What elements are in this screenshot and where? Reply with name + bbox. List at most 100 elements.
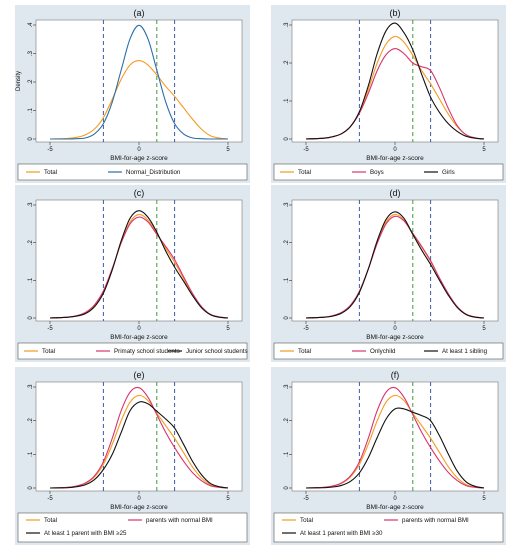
legend-label: Girls	[442, 169, 455, 176]
x-tick-label: -5	[303, 147, 309, 153]
legend-label: Normal_Distribution	[126, 169, 181, 176]
x-tick-label: 0	[137, 147, 141, 153]
legend-label: Primaty school students	[114, 348, 180, 355]
x-tick-label: 5	[226, 326, 230, 332]
y-tick-label: 0	[28, 316, 34, 320]
plot-area	[291, 19, 499, 143]
density-curve	[49, 401, 229, 489]
legend	[17, 512, 248, 543]
panel-title: (e)	[134, 370, 145, 380]
x-tick-label: 5	[482, 326, 486, 332]
y-tick-label: 0	[28, 486, 34, 490]
legend-label: parents with normal BMI	[146, 517, 213, 524]
density-curve	[49, 60, 229, 140]
y-tick-label: .2	[28, 79, 34, 85]
y-tick-label: .3	[28, 50, 34, 56]
x-tick-label: 5	[482, 147, 486, 153]
y-tick-label: .2	[284, 240, 290, 246]
x-tick-label: -5	[303, 326, 309, 332]
x-axis-label: BMI-for-age z-score	[366, 334, 424, 341]
density-curve	[305, 22, 485, 140]
x-tick-label: 0	[393, 496, 397, 502]
chart-panel: (c) 0 .1 .2 .3 -5 0 5 BMI-for-age z-score Total Pr…	[15, 185, 250, 362]
legend-label: Total	[298, 348, 311, 355]
x-tick-label: -5	[47, 326, 53, 332]
x-axis-label: BMI-for-age z-score	[110, 334, 168, 341]
legend-label: Junior school students	[186, 348, 248, 355]
x-tick-label: 0	[393, 326, 397, 332]
y-tick-label: .1	[284, 98, 290, 104]
y-tick-label: .1	[28, 107, 34, 113]
y-axis-label: Density	[16, 71, 22, 91]
plot-area	[291, 199, 499, 322]
y-tick-label: .3	[284, 22, 290, 28]
chart-panel: (a) Density 0 .1 .2 .3 .4 -5 0 5 BMI-for-age z-sco…	[15, 5, 250, 183]
x-tick-label: -5	[47, 147, 53, 153]
y-tick-label: 0	[28, 137, 34, 141]
panel-title: (c)	[134, 188, 145, 198]
x-tick-label: 0	[137, 496, 141, 502]
density-curve	[305, 407, 485, 489]
x-axis-label: BMI-for-age z-score	[366, 155, 424, 162]
x-tick-label: -5	[303, 496, 309, 502]
legend-label: Onlychild	[370, 348, 396, 355]
y-tick-label: .3	[284, 384, 290, 390]
legend-label: At least 1 parent with BMI ≥25	[44, 530, 127, 537]
legend-label: Total	[42, 348, 55, 355]
y-tick-label: 0	[284, 137, 290, 141]
chart-panel: (b) 0 .1 .2 .3 -5 0 5 BMI-for-age z-score Total Bo…	[271, 5, 506, 183]
y-tick-label: .2	[28, 418, 34, 424]
x-tick-label: 0	[137, 326, 141, 332]
density-curve	[305, 215, 485, 319]
panel-title: (d)	[390, 188, 401, 198]
legend-label: Total	[300, 517, 313, 524]
legend	[17, 342, 248, 360]
plot-area	[291, 381, 499, 492]
y-tick-label: .1	[284, 451, 290, 457]
density-curve	[49, 216, 229, 319]
x-axis-label: BMI-for-age z-score	[110, 155, 168, 162]
plot-area	[35, 19, 243, 143]
chart-panel: (e) 0 .1 .2 .3 -5 0 5 BMI-for-age z-score Total pa…	[15, 367, 250, 545]
y-tick-label: .3	[28, 202, 34, 208]
panel-title: (f)	[391, 370, 400, 380]
y-tick-label: .2	[28, 240, 34, 246]
plot-area	[35, 199, 243, 322]
panel-title: (a)	[134, 8, 145, 18]
density-curve	[49, 210, 229, 319]
x-tick-label: 5	[482, 496, 486, 502]
density-curve	[305, 386, 485, 489]
y-tick-label: .3	[28, 384, 34, 390]
density-curve	[49, 386, 229, 489]
x-tick-label: 0	[393, 147, 397, 153]
x-axis-label: BMI-for-age z-score	[110, 504, 168, 511]
y-tick-label: .1	[28, 277, 34, 283]
legend-label: Total	[44, 169, 57, 176]
legend-label: Total	[44, 517, 57, 524]
legend-label: Boys	[370, 169, 384, 176]
chart-panel: (d) 0 .1 .2 .3 -5 0 5 BMI-for-age z-score Total On…	[271, 185, 506, 362]
legend	[17, 163, 248, 181]
y-tick-label: .4	[28, 22, 34, 28]
panel-title: (b)	[390, 8, 401, 18]
chart-panel: (f) 0 .1 .2 .3 -5 0 5 BMI-for-age z-score Total pa…	[271, 367, 506, 545]
density-curve	[305, 211, 485, 319]
y-tick-label: .2	[284, 60, 290, 66]
y-tick-label: 0	[284, 486, 290, 490]
x-tick-label: -5	[47, 496, 53, 502]
y-tick-label: .1	[28, 451, 34, 457]
x-axis-label: BMI-for-age z-score	[366, 504, 424, 511]
legend-label: Total	[298, 169, 311, 176]
legend-label: parents with normal BMI	[402, 517, 469, 524]
plot-area	[35, 381, 243, 492]
y-tick-label: .1	[284, 277, 290, 283]
legend	[273, 163, 504, 181]
y-tick-label: 0	[284, 316, 290, 320]
legend	[273, 512, 504, 543]
x-tick-label: 5	[226, 496, 230, 502]
x-tick-label: 5	[226, 147, 230, 153]
legend-label: At least 1 parent with BMI ≥30	[300, 530, 383, 537]
legend	[273, 342, 504, 360]
